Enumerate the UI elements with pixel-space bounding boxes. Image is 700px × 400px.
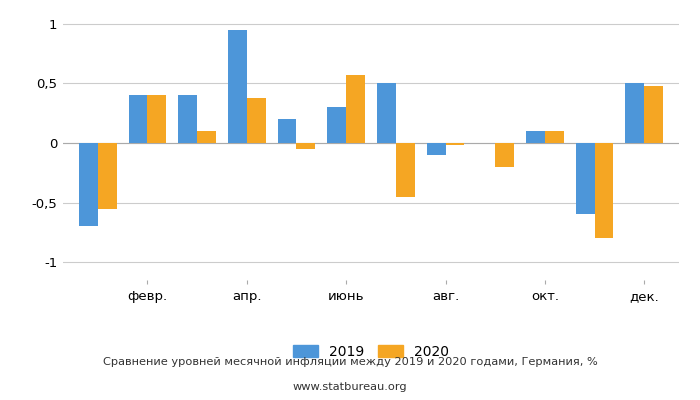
Bar <box>625 84 644 143</box>
Bar <box>247 98 266 143</box>
Bar <box>395 143 414 197</box>
Bar <box>297 143 316 149</box>
Legend: 2019, 2020: 2019, 2020 <box>293 345 449 359</box>
Bar <box>197 131 216 143</box>
Bar <box>129 95 148 143</box>
Text: www.statbureau.org: www.statbureau.org <box>293 382 407 392</box>
Bar <box>594 143 613 238</box>
Bar <box>278 119 297 143</box>
Bar <box>228 30 247 143</box>
Bar <box>377 84 395 143</box>
Bar <box>545 131 564 143</box>
Bar <box>79 143 98 226</box>
Bar <box>644 86 663 143</box>
Bar <box>178 95 197 143</box>
Bar <box>98 143 117 208</box>
Bar <box>426 143 445 155</box>
Bar <box>526 131 545 143</box>
Bar <box>328 107 346 143</box>
Bar <box>495 143 514 167</box>
Bar <box>445 143 464 146</box>
Text: Сравнение уровней месячной инфляции между 2019 и 2020 годами, Германия, %: Сравнение уровней месячной инфляции межд… <box>103 357 597 367</box>
Bar <box>575 143 594 214</box>
Bar <box>148 95 167 143</box>
Bar <box>346 75 365 143</box>
